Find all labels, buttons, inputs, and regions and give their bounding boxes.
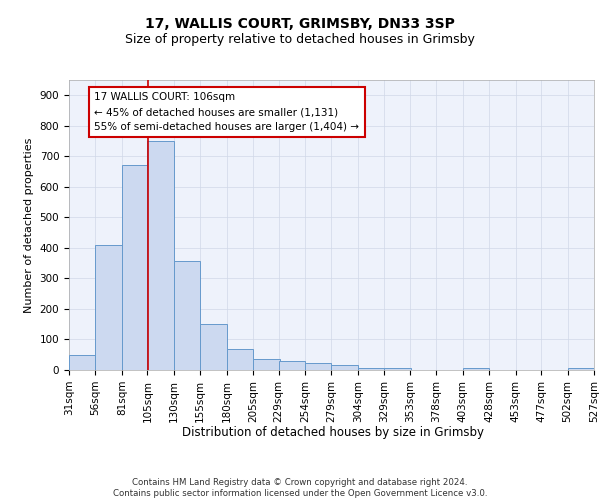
Bar — [253, 360, 280, 370]
Bar — [69, 356, 95, 370]
Bar — [358, 368, 385, 370]
Bar — [463, 368, 489, 370]
Text: Contains HM Land Registry data © Crown copyright and database right 2024.
Contai: Contains HM Land Registry data © Crown c… — [113, 478, 487, 498]
Bar — [278, 362, 305, 370]
Bar — [568, 368, 594, 370]
Text: Size of property relative to detached houses in Grimsby: Size of property relative to detached ho… — [125, 32, 475, 46]
Bar — [122, 166, 148, 370]
Bar — [385, 368, 411, 370]
Bar — [174, 260, 200, 370]
Y-axis label: Number of detached properties: Number of detached properties — [24, 138, 34, 312]
Text: 17, WALLIS COURT, GRIMSBY, DN33 3SP: 17, WALLIS COURT, GRIMSBY, DN33 3SP — [145, 18, 455, 32]
Bar — [148, 141, 174, 370]
Bar — [331, 364, 358, 370]
Bar — [227, 348, 253, 370]
Text: Distribution of detached houses by size in Grimsby: Distribution of detached houses by size … — [182, 426, 484, 439]
Bar — [305, 364, 331, 370]
Bar — [95, 245, 122, 370]
Text: 17 WALLIS COURT: 106sqm
← 45% of detached houses are smaller (1,131)
55% of semi: 17 WALLIS COURT: 106sqm ← 45% of detache… — [94, 92, 359, 132]
Bar — [200, 324, 227, 370]
